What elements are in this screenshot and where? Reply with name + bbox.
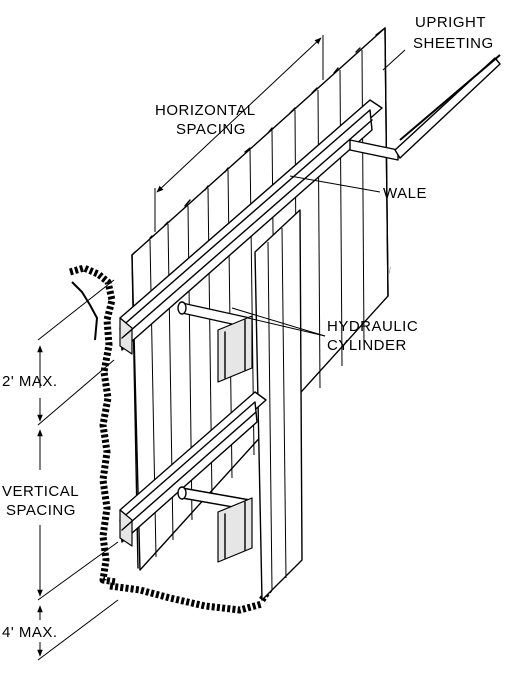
hydraulic-cylinder-label-line1: HYDRAULIC — [327, 318, 418, 335]
horizontal-spacing-dimension — [154, 35, 324, 232]
lower-wale — [119, 391, 267, 547]
leader-lines — [231, 49, 406, 337]
vertical-spacing-label-line2: SPACING — [6, 502, 76, 519]
vertical-spacing-label-line1: VERTICAL — [2, 483, 79, 500]
rail-bracket-lower — [217, 497, 253, 563]
top-max-label: 2' MAX. — [2, 373, 58, 390]
wale-label: WALE — [383, 185, 427, 202]
horizontal-spacing-label-line2: SPACING — [176, 121, 246, 138]
rail-bracket-upper — [217, 315, 253, 383]
upright-sheeting-label-line1: UPRIGHT — [415, 14, 486, 31]
upright-sheeting-front — [254, 209, 303, 601]
upright-sheeting-label-line2: SHEETING — [413, 35, 494, 52]
hydraulic-cylinder-label-line2: CYLINDER — [327, 337, 407, 354]
bottom-max-label: 4' MAX. — [2, 624, 58, 641]
horizontal-spacing-label-line1: HORIZONTAL — [155, 102, 256, 119]
vertical-dimension — [37, 279, 119, 661]
rail-extension — [394, 54, 501, 159]
